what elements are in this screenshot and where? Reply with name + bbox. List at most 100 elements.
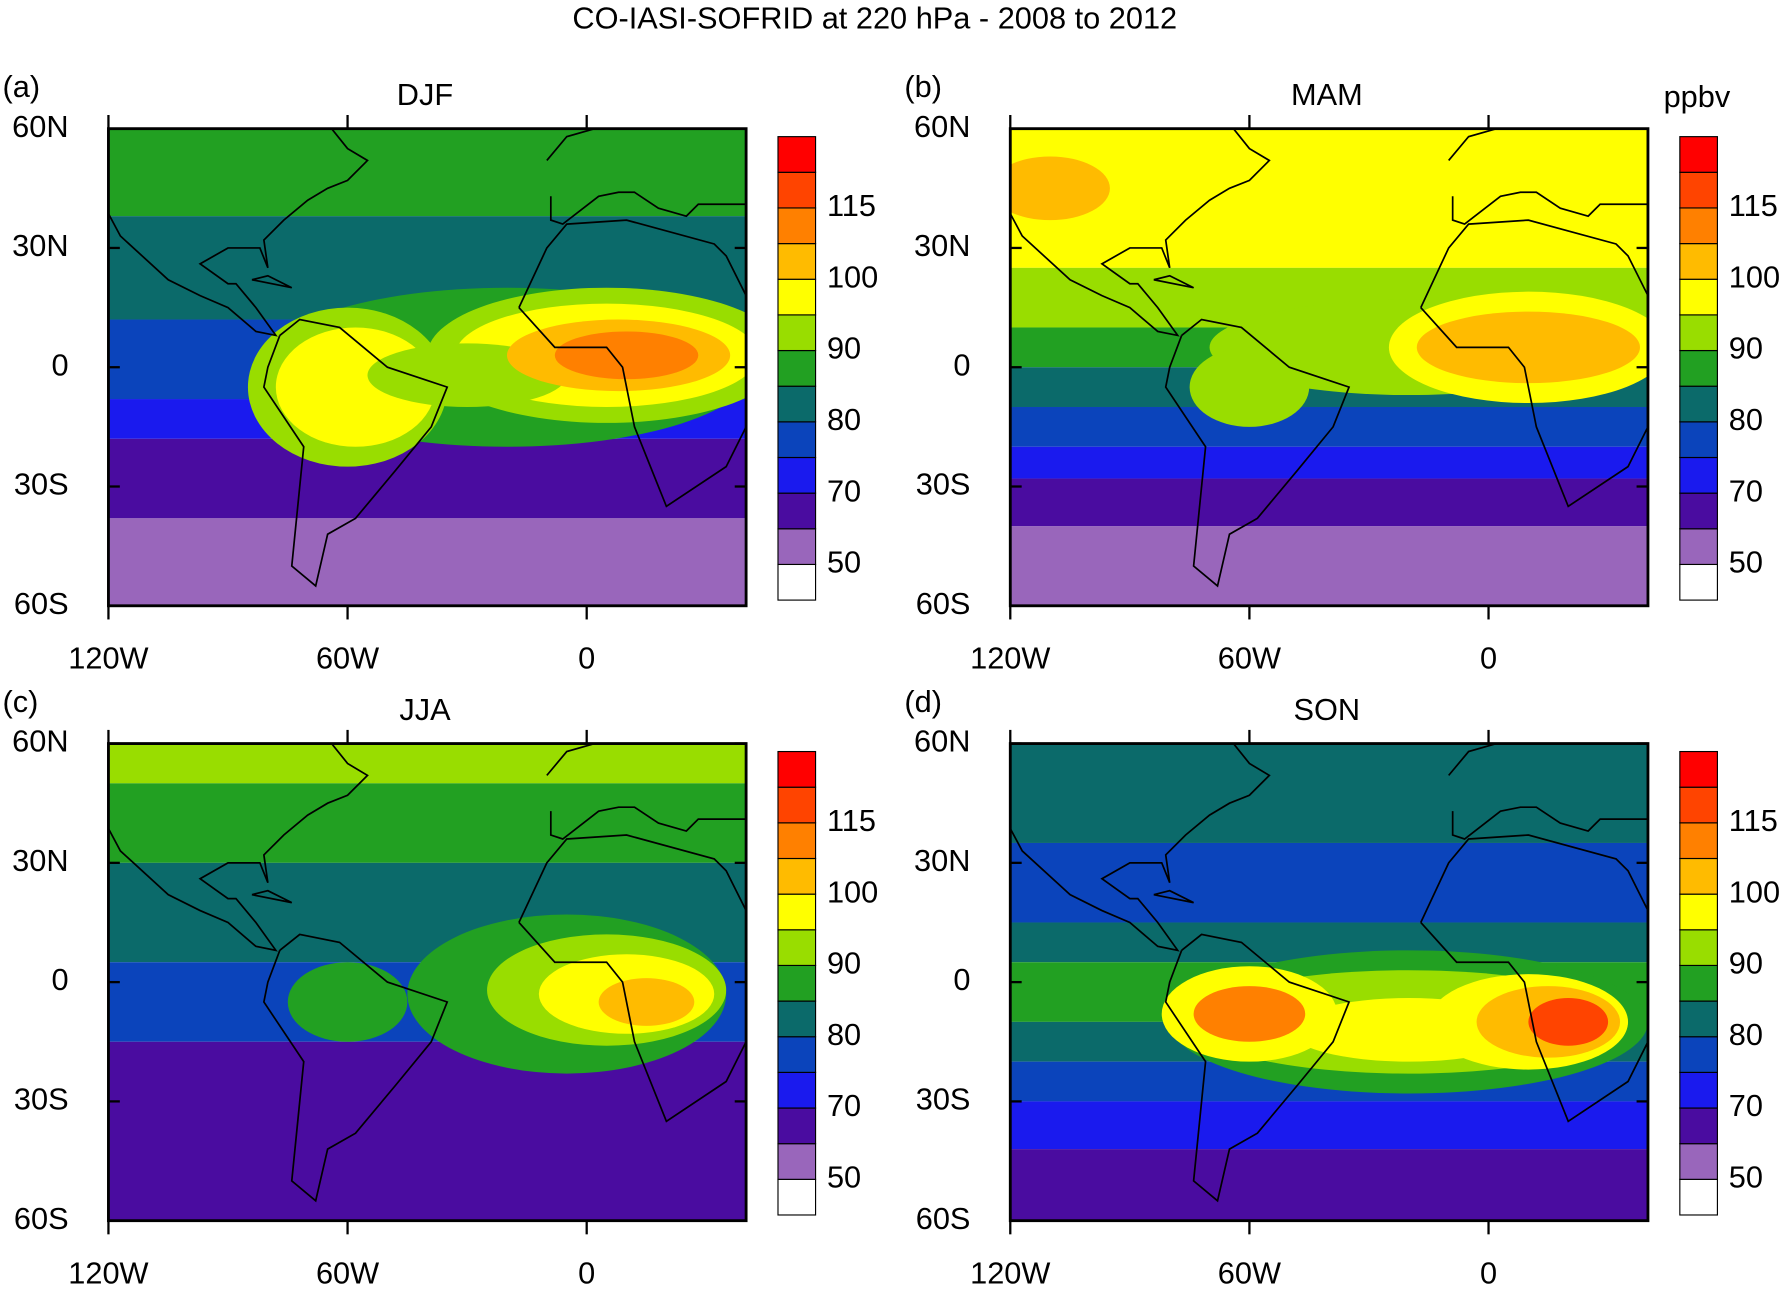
- field-band: [1010, 743, 1648, 843]
- y-tick-label: 60N: [12, 724, 68, 759]
- y-tick-label: 0: [953, 962, 970, 997]
- colorbar-swatch: [777, 456, 817, 494]
- field-band: [108, 743, 747, 784]
- panel-label: (b): [904, 69, 942, 104]
- colorbar-label: 115: [1729, 803, 1778, 838]
- y-tick-label: 60S: [14, 1201, 69, 1236]
- map-panel: (c) JJA 60S 30S 0 30N 60N 120W 60W 0 50 70 80 90 100 11…: [3, 684, 879, 1289]
- map-field: [1010, 743, 1648, 1221]
- panel-label: (d): [904, 684, 942, 719]
- colorbar-swatch: [777, 171, 817, 209]
- y-tick-label: 60S: [916, 586, 971, 621]
- colorbar-swatch: [1679, 1036, 1718, 1073]
- colorbar-swatch: [777, 929, 817, 967]
- x-tick-label: 0: [1480, 1255, 1497, 1289]
- field-blob: [598, 978, 695, 1026]
- coastline: [1153, 274, 1194, 289]
- y-tick-label: 30S: [916, 1082, 971, 1117]
- field-band: [108, 438, 747, 519]
- colorbar-swatch: [1679, 857, 1718, 895]
- colorbar-swatch: [1679, 171, 1718, 209]
- colorbar-swatch: [1679, 385, 1718, 423]
- colorbar-swatch: [777, 893, 817, 931]
- colorbar-swatch: [1679, 750, 1718, 788]
- coastline: [518, 219, 747, 508]
- colorbar-swatch: [1679, 492, 1718, 530]
- colorbar-swatch: [777, 1036, 817, 1073]
- colorbar-label: 100: [827, 874, 878, 909]
- panel-title: SON: [1294, 692, 1361, 727]
- field-band: [1010, 1101, 1648, 1150]
- field-band: [1010, 842, 1648, 923]
- colorbar-swatch: [777, 136, 817, 173]
- colorbar-swatch: [777, 278, 817, 316]
- colorbar-label: 100: [1729, 874, 1780, 909]
- colorbar-label: 115: [1729, 188, 1778, 223]
- colorbar-label: 115: [827, 803, 876, 838]
- coastline: [262, 933, 449, 1203]
- colorbar-swatch: [777, 243, 817, 280]
- coastline: [1451, 806, 1648, 840]
- y-tick-label: 30N: [914, 228, 970, 263]
- y-tick-label: 30S: [14, 1082, 69, 1117]
- map-panel: (a) DJF 60S 30S 0 30N 60N 120W 60W 0 50 70 80 90 100 11…: [3, 69, 879, 676]
- colorbar-swatch: [777, 349, 817, 387]
- colorbar-label: 70: [827, 1088, 861, 1123]
- x-tick-label: 60W: [1218, 641, 1281, 676]
- panel-label: (c): [3, 684, 39, 719]
- coastline: [108, 743, 369, 952]
- y-tick-label: 30N: [914, 843, 970, 878]
- coastline: [546, 743, 595, 776]
- coastline: [108, 128, 369, 337]
- colorbar-label: 70: [1729, 473, 1763, 508]
- colorbar-label: 90: [827, 331, 861, 366]
- field-blob: [554, 331, 699, 380]
- coastline: [1153, 889, 1194, 904]
- coastline: [1010, 128, 1271, 337]
- x-tick-label: 0: [578, 1255, 595, 1289]
- x-tick-label: 60W: [316, 641, 379, 676]
- colorbar-swatch: [1679, 929, 1718, 967]
- field-blob: [1193, 986, 1306, 1042]
- colorbar-label: 100: [827, 259, 878, 294]
- colorbar-swatch: [777, 528, 817, 566]
- y-tick-label: 60N: [914, 724, 970, 759]
- coastline: [262, 318, 449, 588]
- colorbar-swatch: [1679, 278, 1718, 316]
- field-band: [108, 1041, 747, 1221]
- colorbar-swatch: [777, 385, 817, 423]
- map-field: [108, 743, 747, 1221]
- colorbar-swatch: [1679, 349, 1718, 387]
- map-panel: (b) MAM 60S 30S 0 30N 60N 120W 60W 0 50 70 80 90 100 11…: [904, 69, 1780, 676]
- colorbar-swatch: [777, 822, 817, 860]
- x-tick-label: 120W: [68, 641, 148, 676]
- colorbar-swatch: [777, 857, 817, 895]
- colorbar-label: 50: [1729, 1159, 1763, 1194]
- field-blob: [287, 962, 408, 1042]
- coastline: [1010, 743, 1271, 952]
- colorbar-swatch: [1679, 314, 1718, 352]
- colorbar-swatch: [1679, 243, 1718, 280]
- colorbar-swatch: [1679, 456, 1718, 494]
- colorbar-label: 115: [827, 188, 876, 223]
- figure-title: CO-IASI-SOFRID at 220 hPa - 2008 to 2012: [572, 1, 1177, 36]
- field-blob: [1010, 156, 1110, 221]
- colorbar-swatch: [777, 1107, 817, 1145]
- coastline: [1420, 219, 1648, 508]
- field-band: [108, 128, 747, 217]
- y-tick-label: 30S: [14, 467, 69, 502]
- field-band: [1010, 446, 1648, 479]
- coastline: [1448, 743, 1497, 776]
- colorbar-swatch: [1679, 421, 1718, 459]
- colorbar-swatch: [777, 750, 817, 788]
- colorbar-swatch: [777, 563, 817, 601]
- colorbar-swatch: [777, 492, 817, 530]
- colorbar-label: 80: [1729, 1017, 1763, 1052]
- x-tick-label: 60W: [316, 1255, 379, 1289]
- y-tick-label: 0: [51, 347, 68, 382]
- coastline: [546, 128, 595, 162]
- field-blob: [1416, 311, 1640, 384]
- field-band: [108, 518, 747, 606]
- colorbar-label: 90: [827, 946, 861, 981]
